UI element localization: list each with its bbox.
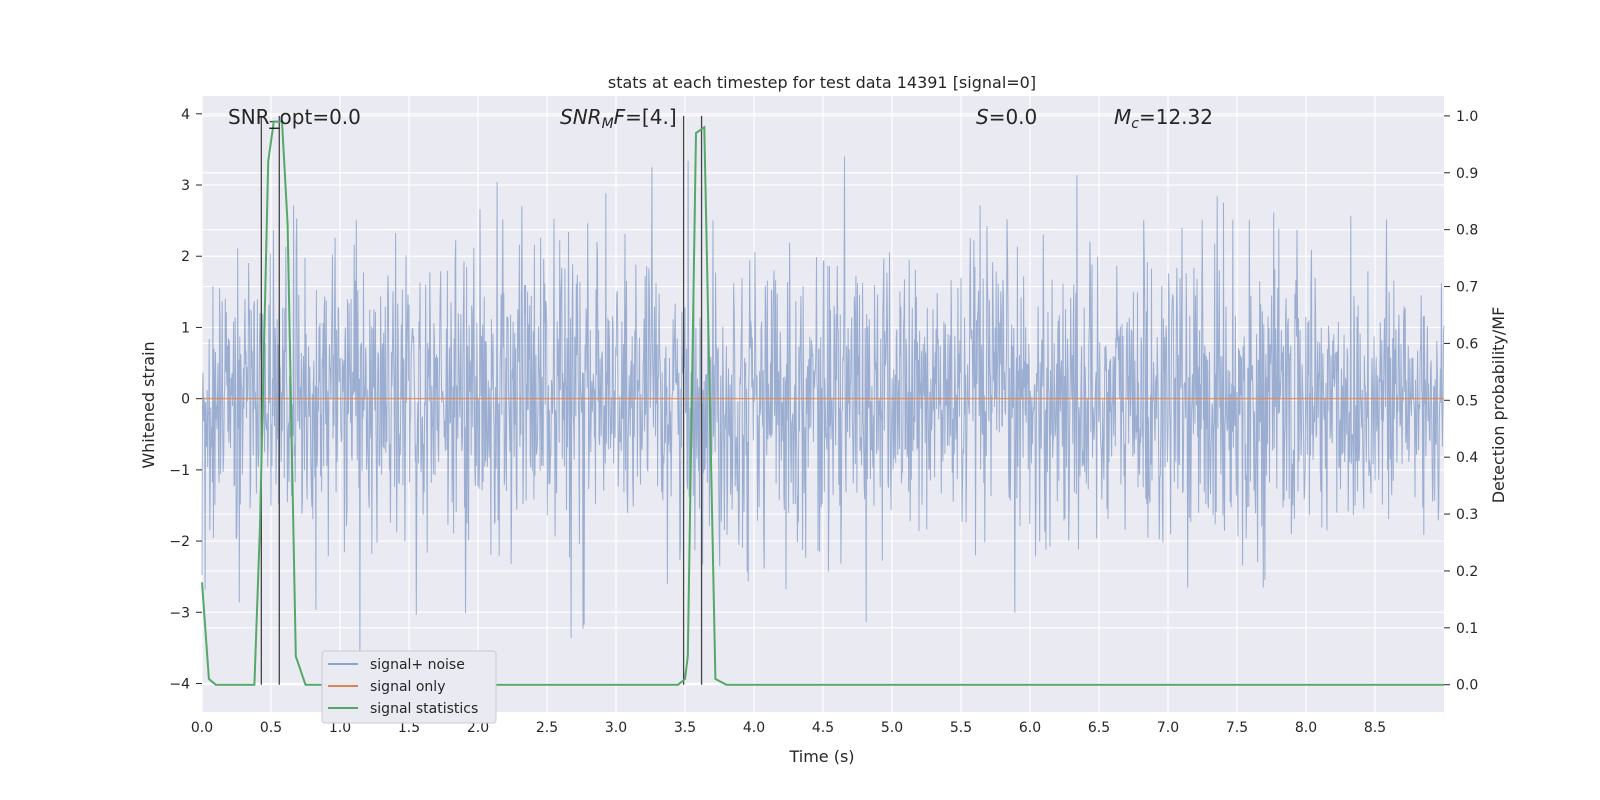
y2-tick-label: 0.6: [1456, 336, 1478, 352]
legend-label-noise: signal+ noise: [370, 657, 465, 673]
y2-tick-label: 0.2: [1456, 564, 1478, 580]
statistics-line: [201, 120, 1444, 686]
y-tick-label: 0: [181, 392, 190, 408]
annotation-mc: Mc=12.32: [1114, 105, 1213, 132]
legend-label-signal-only: signal only: [370, 679, 445, 695]
y2-tick-label: 0.8: [1456, 223, 1478, 239]
x-tick-label: 6.5: [1088, 720, 1110, 736]
x-tick-label: 7.0: [1157, 720, 1179, 736]
x-tick-label: 2.5: [536, 720, 558, 736]
x-tick-label: 0.5: [260, 720, 282, 736]
series-signal-noise: [201, 156, 1445, 668]
y2-tick-label: 0.5: [1456, 393, 1478, 409]
y2-axis-label: Detection probability/MF: [1489, 307, 1508, 504]
y-axis-label: Whitened strain: [139, 341, 158, 468]
y2-tick-label: 0.7: [1456, 280, 1478, 296]
noise-trace: [201, 156, 1445, 668]
x-tick-label: 4.0: [743, 720, 765, 736]
x-tick-label: 8.0: [1295, 720, 1317, 736]
y-tick-label: 3: [181, 178, 190, 194]
x-tick-label: 5.5: [950, 720, 972, 736]
x-axis: 0.0 0.5 1.0 1.5 2.0 2.5 3.0 3.5 4.0 4.5 5.0 5.5 6.0 6…: [191, 720, 1386, 736]
x-tick-label: 3.0: [605, 720, 627, 736]
y2-tick-label: 0.3: [1456, 507, 1478, 523]
x-tick-label: 5.0: [881, 720, 903, 736]
annotation-s: S=0.0: [976, 105, 1037, 129]
x-tick-label: 0.0: [191, 720, 213, 736]
detection-markers: [260, 115, 703, 685]
y-tick-label: −2: [169, 534, 190, 550]
y2-tick-label: 0.0: [1456, 678, 1478, 694]
x-tick-label: 6.0: [1019, 720, 1041, 736]
y2-tick-label: 0.4: [1456, 450, 1478, 466]
x-axis-label: Time (s): [788, 747, 854, 766]
x-tick-label: 4.5: [812, 720, 834, 736]
legend-label-statistics: signal statistics: [370, 701, 478, 717]
y-tick-label: 4: [181, 107, 190, 123]
x-tick-label: 2.0: [467, 720, 489, 736]
series-signal-statistics: [201, 120, 1444, 686]
x-tick-label: 1.5: [398, 720, 420, 736]
chart-title: stats at each timestep for test data 143…: [608, 73, 1036, 92]
y-tick-label: −3: [169, 605, 190, 621]
annotations: SNR_opt=0.0 SNRMF=[4.] S=0.0 Mc=12.32: [228, 105, 1213, 132]
y2-tick-label: 1.0: [1456, 109, 1478, 125]
y-tick-label: 2: [181, 249, 190, 265]
legend-box: [321, 650, 497, 724]
y2-tick-label: 0.9: [1456, 166, 1478, 182]
x-tick-label: 8.5: [1364, 720, 1386, 736]
right-axis: 1.0 0.9 0.8 0.7 0.6 0.5 0.4 0.3 0.2 0.1 0.0: [1444, 109, 1478, 694]
y-tick-label: −4: [169, 677, 190, 693]
y-tick-label: 1: [181, 320, 190, 336]
x-tick-label: 3.5: [674, 720, 696, 736]
annotation-snr-mf: SNRMF=[4.]: [560, 105, 677, 132]
x-tick-label: 1.0: [329, 720, 351, 736]
left-axis: 4 3 2 1 0 −1 −2 −3 −4: [169, 107, 202, 693]
y-tick-label: −1: [169, 463, 190, 479]
legend: signal+ noise signal only signal statist…: [321, 650, 497, 724]
x-tick-label: 7.5: [1226, 720, 1248, 736]
y2-tick-label: 0.1: [1456, 621, 1478, 637]
annotation-snr-opt: SNR_opt=0.0: [228, 105, 361, 129]
